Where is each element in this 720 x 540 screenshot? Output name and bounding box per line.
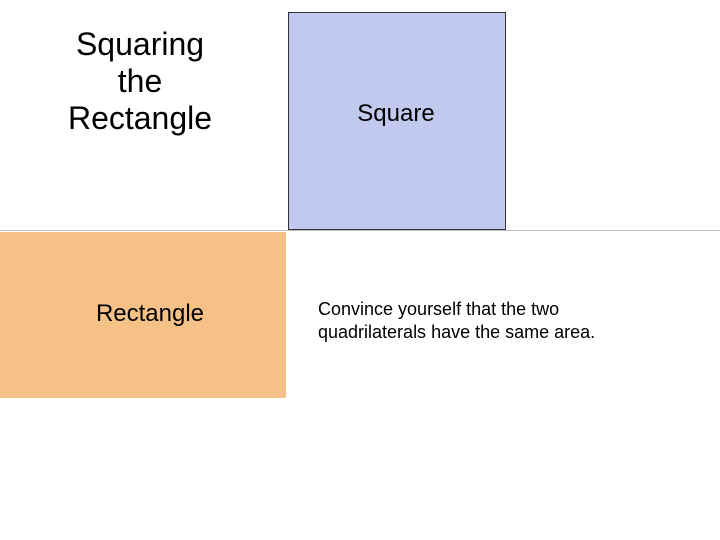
horizontal-divider <box>0 230 720 231</box>
slide-title: Squaring the Rectangle <box>28 26 252 137</box>
caption-text: Convince yourself that the two quadrilat… <box>318 298 644 343</box>
square-label: Square <box>336 100 456 128</box>
diagram-stage: Squaring the Rectangle Square Rectangle … <box>0 0 720 540</box>
rectangle-label: Rectangle <box>70 300 230 328</box>
